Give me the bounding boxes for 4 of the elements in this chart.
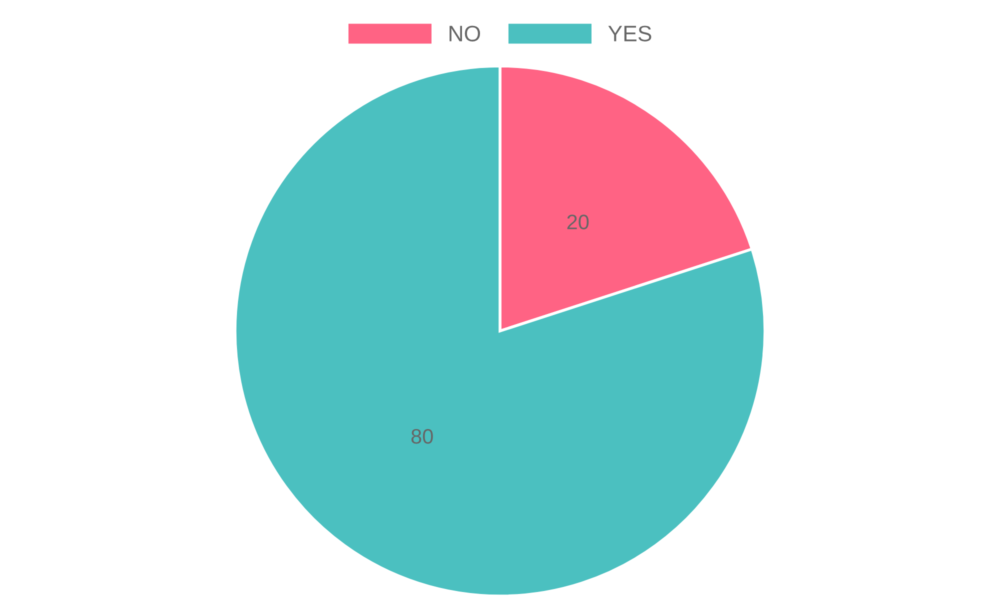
data-label: 20: [567, 214, 589, 230]
legend-label: YES: [608, 26, 652, 42]
data-label: 80: [411, 429, 433, 444]
legend-label: NO: [450, 26, 480, 42]
